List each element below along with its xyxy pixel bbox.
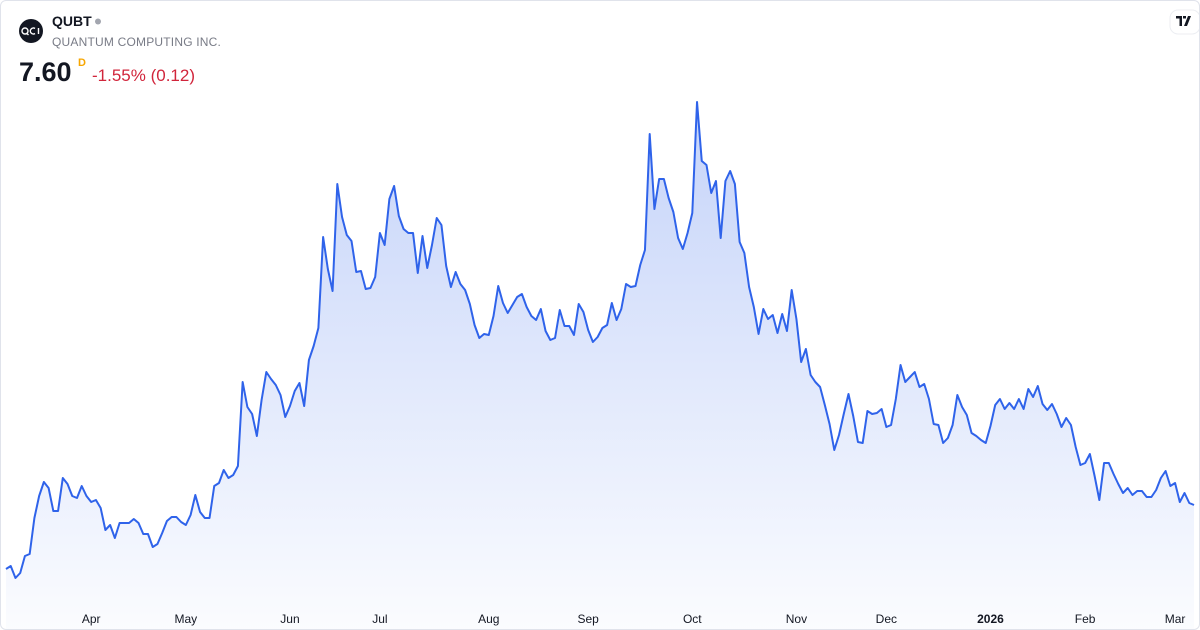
x-tick-label: Nov	[786, 612, 807, 626]
x-tick-label: Jul	[372, 612, 387, 626]
tradingview-logo[interactable]	[1169, 9, 1199, 35]
logo	[19, 19, 43, 43]
x-tick-label: Apr	[82, 612, 101, 626]
x-tick-label: Jun	[280, 612, 299, 626]
company-name: QUANTUM COMPUTING INC.	[52, 35, 221, 49]
symbol: QUBT	[52, 13, 92, 29]
x-tick-label: Feb	[1075, 612, 1096, 626]
area-fill	[6, 102, 1194, 629]
x-tick-label: Sep	[577, 612, 599, 626]
change: -1.55% (0.12)	[92, 66, 195, 85]
plot-area: Apr May Jun Jul Aug Sep Oct Nov Dec 2026 Feb Mar	[5, 101, 1195, 629]
x-tick-label: Mar	[1165, 612, 1186, 626]
x-tick-label: May	[175, 612, 198, 626]
price: 7.60	[19, 57, 72, 87]
x-tick-label: Oct	[683, 612, 702, 626]
x-tick-label: Aug	[478, 612, 499, 626]
interval: D	[78, 57, 86, 69]
x-tick-label: 2026	[977, 612, 1004, 626]
price-line	[5, 101, 1195, 579]
x-tick-label: Dec	[876, 612, 897, 626]
status-dot	[95, 18, 101, 25]
